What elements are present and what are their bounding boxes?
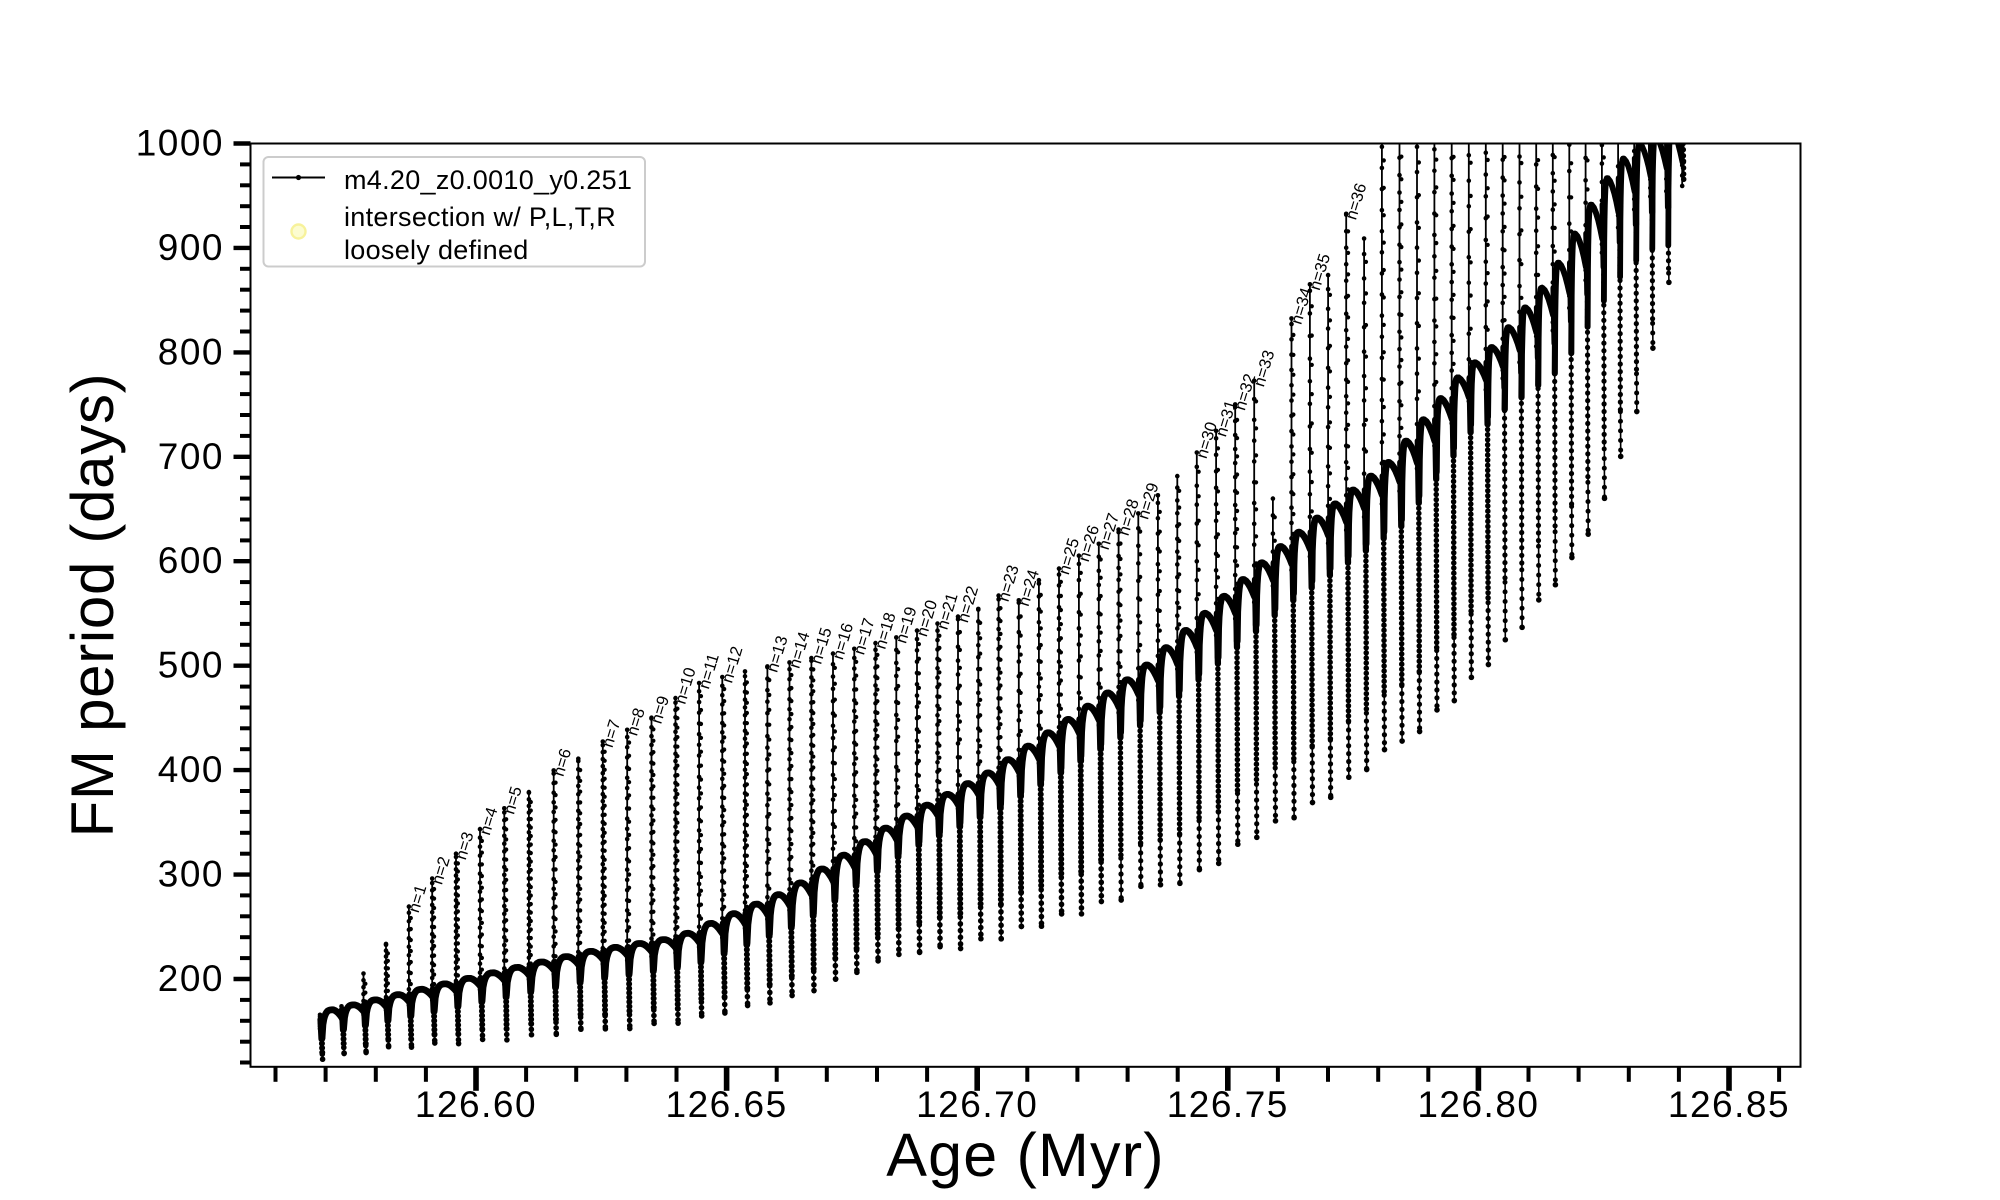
svg-text:126.65: 126.65	[666, 1084, 788, 1125]
svg-text:126.70: 126.70	[916, 1084, 1038, 1125]
svg-text:300: 300	[158, 854, 224, 895]
svg-text:500: 500	[158, 645, 224, 686]
svg-text:126.85: 126.85	[1668, 1084, 1790, 1125]
svg-text:intersection w/ P,L,T,R: intersection w/ P,L,T,R	[344, 202, 616, 232]
svg-text:1000: 1000	[136, 123, 224, 164]
svg-text:126.80: 126.80	[1417, 1084, 1539, 1125]
svg-text:600: 600	[158, 540, 224, 581]
svg-text:900: 900	[158, 227, 224, 268]
svg-text:200: 200	[158, 958, 224, 999]
svg-text:400: 400	[158, 749, 224, 790]
svg-text:700: 700	[158, 436, 224, 477]
svg-text:FM period (days): FM period (days)	[59, 373, 126, 838]
svg-text:Age (Myr): Age (Myr)	[886, 1121, 1165, 1189]
svg-text:126.60: 126.60	[415, 1084, 537, 1125]
svg-text:m4.20_z0.0010_y0.251: m4.20_z0.0010_y0.251	[344, 165, 632, 195]
svg-text:800: 800	[158, 331, 224, 372]
svg-text:loosely defined: loosely defined	[344, 235, 529, 265]
svg-text:126.75: 126.75	[1167, 1084, 1289, 1125]
